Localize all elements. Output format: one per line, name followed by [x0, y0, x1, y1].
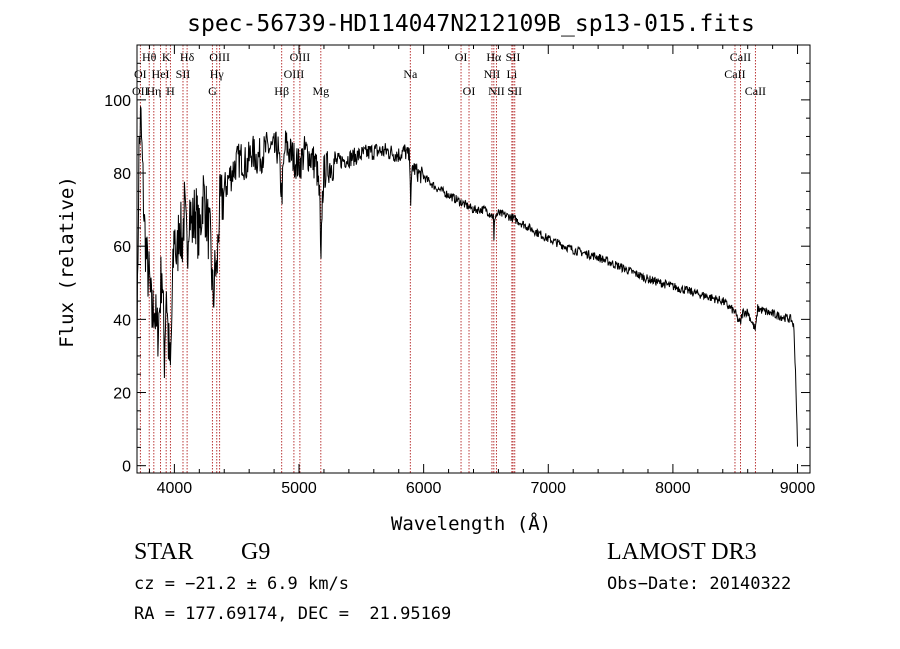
- line-label-7: SII: [176, 67, 191, 81]
- line-label-23: Li: [507, 67, 518, 81]
- line-label-9: OIII: [209, 50, 230, 64]
- spectrum-line: [136, 106, 798, 447]
- info-survey: LAMOST DR3: [607, 539, 757, 565]
- line-label-13: OIII: [290, 50, 311, 64]
- line-label-14: OIII: [284, 67, 305, 81]
- line-label-16: Na: [403, 67, 418, 81]
- line-label-15: Mg: [312, 84, 329, 98]
- line-label-3: Hη: [146, 84, 161, 98]
- line-label-1: OII: [132, 84, 149, 98]
- x-tick-label-4000: 4000: [157, 480, 193, 497]
- info-coords: RA = 177.69174, DEC = 21.95169: [134, 604, 452, 624]
- line-label-11: G: [208, 84, 217, 98]
- line-label-6: H: [166, 84, 175, 98]
- line-label-2: OI: [134, 67, 147, 81]
- x-axis: 4000 5000 6000 7000 8000 9000: [148, 45, 816, 497]
- y-tick-label-100: 100: [104, 93, 131, 110]
- y-tick-label-80: 80: [113, 166, 131, 183]
- y-axis: 0 20 40 60 80 100: [104, 62, 810, 476]
- y-tick-label-60: 60: [113, 239, 131, 256]
- info-obs-date: Obs−Date: 20140322: [607, 574, 792, 594]
- line-label-17: OI: [455, 50, 468, 64]
- line-label-19: Hα: [486, 50, 502, 64]
- line-label-27: CaII: [745, 84, 766, 98]
- line-label-4: HeI: [152, 67, 170, 81]
- line-label-5: K: [162, 50, 171, 64]
- plot-frame: [136, 44, 811, 474]
- line-label-25: CaII: [730, 50, 751, 64]
- line-label-0: Hθ: [142, 50, 157, 64]
- x-tick-label-5000: 5000: [281, 480, 317, 497]
- y-tick-label-0: 0: [122, 459, 131, 476]
- line-label-21: NII: [488, 84, 505, 98]
- x-tick-label-8000: 8000: [655, 480, 691, 497]
- line-label-22: SII: [506, 50, 521, 64]
- x-axis-label: Wavelength (Å): [391, 512, 551, 535]
- info-subclass: G9: [241, 539, 271, 565]
- x-tick-label-9000: 9000: [780, 480, 816, 497]
- line-label-18: OI: [463, 84, 476, 98]
- info-cz: cz = −21.2 ± 6.9 km/s: [134, 574, 349, 594]
- info-class: STAR: [134, 539, 194, 565]
- y-tick-label-40: 40: [113, 312, 131, 329]
- line-label-20: NII: [484, 67, 501, 81]
- y-tick-label-20: 20: [113, 386, 131, 403]
- line-markers: [139, 45, 756, 473]
- x-tick-label-7000: 7000: [530, 480, 566, 497]
- line-label-24: SII: [507, 84, 522, 98]
- chart-title: spec-56739-HD114047N212109B_sp13-015.fit…: [187, 11, 755, 37]
- line-label-10: Hγ: [210, 67, 225, 81]
- line-label-26: CaII: [724, 67, 745, 81]
- x-tick-label-6000: 6000: [406, 480, 442, 497]
- line-label-8: Hδ: [180, 50, 195, 64]
- y-axis-label: Flux (relative): [56, 176, 78, 348]
- line-label-12: Hβ: [274, 84, 289, 98]
